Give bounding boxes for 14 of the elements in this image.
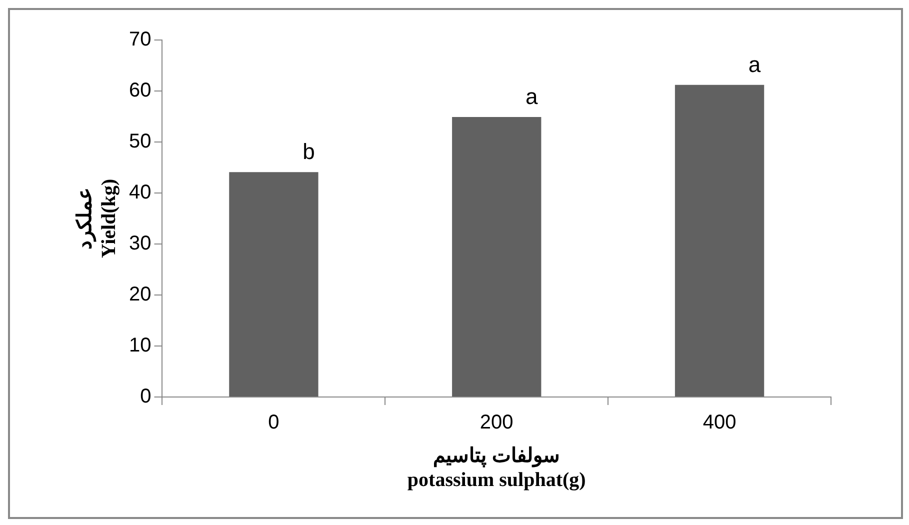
x-tick-label: 400 <box>702 412 736 434</box>
y-tick-label: 50 <box>128 130 152 153</box>
y-tick-label: 30 <box>128 232 152 255</box>
y-tick-label: 40 <box>128 182 152 204</box>
y-tick-label: 70 <box>128 28 152 51</box>
annotation: a <box>526 84 538 110</box>
x-tick-label: 200 <box>480 412 514 434</box>
x-tick-label: 0 <box>268 412 280 434</box>
y-tick-label: 20 <box>128 284 152 306</box>
y-tick-label: 60 <box>128 80 152 102</box>
y-tick-label: 0 <box>140 386 152 408</box>
y-tick-label: 10 <box>128 334 152 357</box>
annotation: b <box>302 139 315 164</box>
annotation: a <box>748 52 762 77</box>
